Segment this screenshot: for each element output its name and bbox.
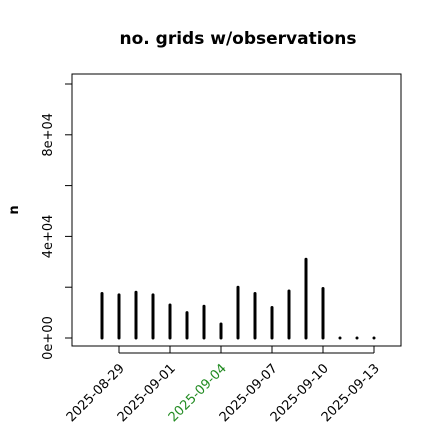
x-axis: 2025-08-292025-09-012025-09-042025-09-07… (64, 346, 383, 425)
y-axis: 0e+00 4e+04 8e+04 (41, 83, 73, 360)
y-tick-label-1: 4e+04 (41, 215, 56, 259)
y-tick-label-2: 8e+04 (41, 113, 56, 157)
bars (100, 257, 376, 340)
y-tick-label-0: 0e+00 (41, 316, 56, 360)
chart-title: no. grids w/observations (120, 29, 357, 49)
y-axis-label: n (7, 205, 22, 214)
